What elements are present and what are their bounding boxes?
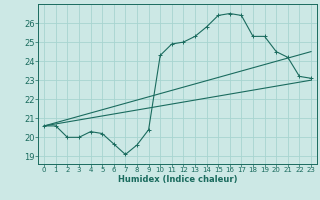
X-axis label: Humidex (Indice chaleur): Humidex (Indice chaleur): [118, 175, 237, 184]
